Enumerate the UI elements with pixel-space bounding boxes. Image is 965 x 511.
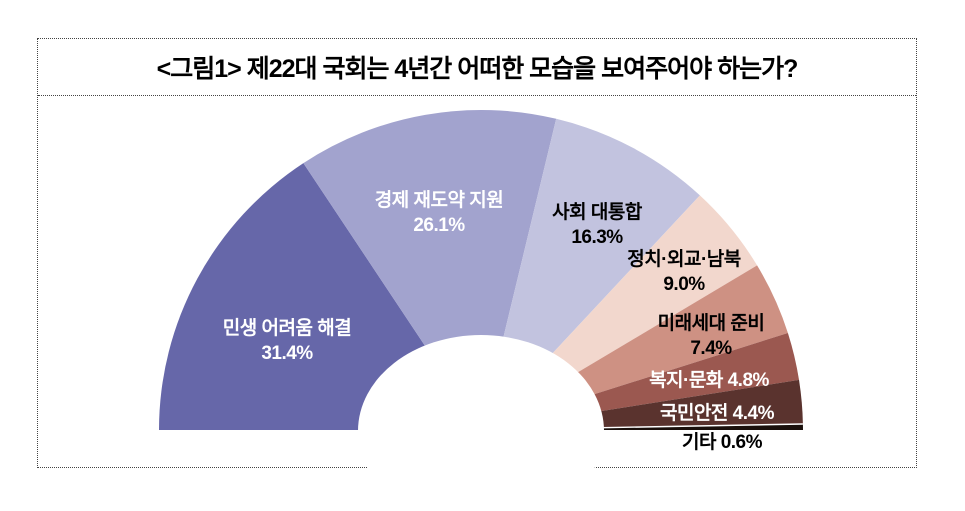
figure-title: <그림1> 제22대 국회는 4년간 어떠한 모습을 보여주어야 하는가? — [156, 55, 799, 83]
figure-box: <그림1> 제22대 국회는 4년간 어떠한 모습을 보여주어야 하는가? — [37, 38, 917, 468]
figure-title-row: <그림1> 제22대 국회는 4년간 어떠한 모습을 보여주어야 하는가? — [38, 39, 916, 96]
